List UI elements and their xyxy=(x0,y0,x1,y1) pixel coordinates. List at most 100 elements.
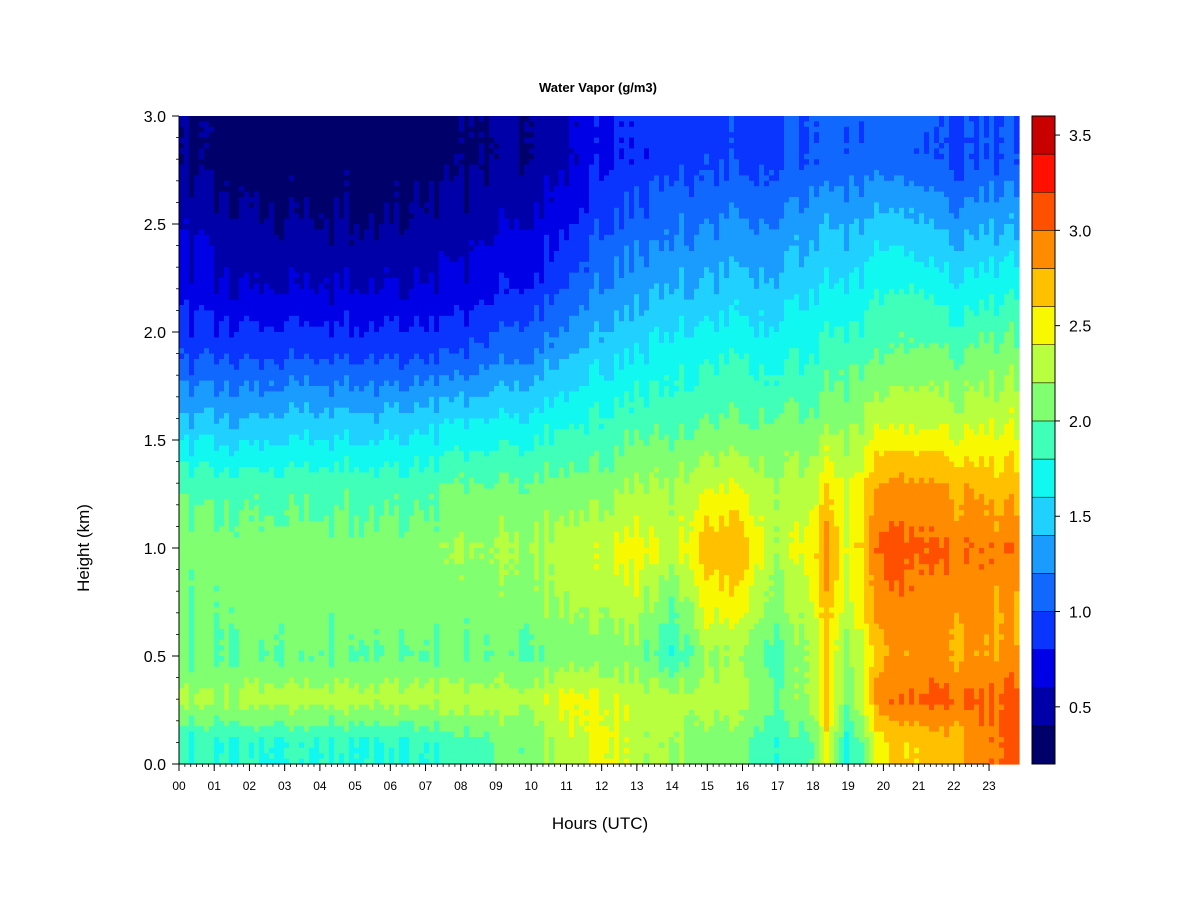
heatmap-cell xyxy=(284,283,290,290)
heatmap-cell xyxy=(349,396,355,403)
heatmap-cell xyxy=(349,369,355,376)
heatmap-cell xyxy=(304,364,310,371)
heatmap-cell xyxy=(364,434,370,441)
heatmap-cell xyxy=(184,467,190,473)
heatmap-cell xyxy=(219,153,225,160)
heatmap-cell xyxy=(354,170,360,176)
heatmap-cell xyxy=(279,164,285,171)
heatmap-cell xyxy=(189,650,195,657)
heatmap-cell xyxy=(354,267,360,274)
heatmap-cell xyxy=(264,175,270,182)
heatmap-cell xyxy=(184,531,190,538)
heatmap-cell xyxy=(204,386,210,392)
heatmap-cell xyxy=(209,710,215,716)
heatmap-cell xyxy=(314,720,320,727)
heatmap-cell xyxy=(184,445,190,452)
heatmap-cell xyxy=(224,612,230,619)
heatmap-cell xyxy=(194,261,200,268)
heatmap-cell xyxy=(359,299,365,306)
heatmap-cell xyxy=(194,661,200,668)
heatmap-cell xyxy=(184,272,190,279)
heatmap-cell xyxy=(179,126,185,133)
heatmap-cell xyxy=(379,710,385,716)
heatmap-cell xyxy=(364,656,370,662)
heatmap-cell xyxy=(309,234,315,241)
heatmap-cell xyxy=(249,629,255,635)
heatmap-cell xyxy=(209,234,215,241)
heatmap-cell xyxy=(344,510,350,517)
heatmap-cell xyxy=(284,164,290,171)
heatmap-cell xyxy=(369,288,375,295)
heatmap-cell xyxy=(269,348,275,355)
heatmap-cell xyxy=(284,618,290,625)
heatmap-cell xyxy=(269,321,275,328)
heatmap-cell xyxy=(259,116,265,122)
heatmap-cell xyxy=(339,132,345,139)
heatmap-cell xyxy=(289,283,295,290)
heatmap-cell xyxy=(279,261,285,268)
heatmap-cell xyxy=(329,353,335,360)
heatmap-cell xyxy=(359,715,365,722)
heatmap-cell xyxy=(244,521,250,527)
heatmap-cell xyxy=(344,305,350,311)
heatmap-cell xyxy=(259,472,265,479)
heatmap-cell xyxy=(219,278,225,284)
heatmap-cell xyxy=(254,472,260,479)
heatmap-cell xyxy=(219,596,225,603)
heatmap-cell xyxy=(364,261,370,268)
heatmap-cell xyxy=(239,283,245,290)
heatmap-cell xyxy=(224,348,230,355)
heatmap-cell xyxy=(269,715,275,722)
heatmap-cell xyxy=(314,218,320,225)
heatmap-cell xyxy=(334,742,340,749)
heatmap-cell xyxy=(299,326,305,333)
heatmap-cell xyxy=(194,126,200,133)
heatmap-cell xyxy=(304,542,310,549)
heatmap-cell xyxy=(374,440,380,446)
heatmap-cell xyxy=(334,429,340,436)
heatmap-cell xyxy=(304,326,310,333)
heatmap-cell xyxy=(279,456,285,463)
heatmap-cell xyxy=(254,596,260,603)
heatmap-cell xyxy=(264,267,270,274)
heatmap-cell xyxy=(194,747,200,754)
heatmap-cell xyxy=(369,585,375,592)
heatmap-cell xyxy=(254,634,260,641)
heatmap-cell xyxy=(229,450,235,457)
heatmap-cell xyxy=(354,645,360,652)
heatmap-cell xyxy=(304,472,310,479)
heatmap-cell xyxy=(269,310,275,317)
heatmap-cell xyxy=(334,737,340,743)
heatmap-cell xyxy=(354,278,360,284)
heatmap-cell xyxy=(244,488,250,495)
heatmap-cell xyxy=(189,634,195,641)
heatmap-cell xyxy=(259,364,265,371)
heatmap-cell xyxy=(309,159,315,166)
heatmap-cell xyxy=(274,278,280,284)
heatmap-cell xyxy=(254,278,260,284)
heatmap-cell xyxy=(379,450,385,457)
heatmap-cell xyxy=(214,747,220,754)
heatmap-cell xyxy=(194,602,200,608)
heatmap-cell xyxy=(354,418,360,425)
heatmap-cell xyxy=(319,542,325,549)
heatmap-cell xyxy=(339,483,345,490)
heatmap-cell xyxy=(209,526,215,533)
heatmap-cell xyxy=(364,715,370,722)
heatmap-cell xyxy=(349,445,355,452)
heatmap-cell xyxy=(364,585,370,592)
heatmap-cell xyxy=(344,202,350,209)
heatmap-cell xyxy=(179,553,185,560)
heatmap-cell xyxy=(304,240,310,247)
heatmap-cell xyxy=(234,656,240,662)
heatmap-cell xyxy=(309,407,315,414)
heatmap-cell xyxy=(329,207,335,214)
heatmap-cell xyxy=(339,585,345,592)
heatmap-cell xyxy=(234,305,240,311)
heatmap-cell xyxy=(339,629,345,635)
heatmap-cell xyxy=(279,197,285,203)
heatmap-cell xyxy=(279,175,285,182)
heatmap-cell xyxy=(319,143,325,149)
heatmap-cell xyxy=(224,391,230,398)
heatmap-cell xyxy=(369,364,375,371)
